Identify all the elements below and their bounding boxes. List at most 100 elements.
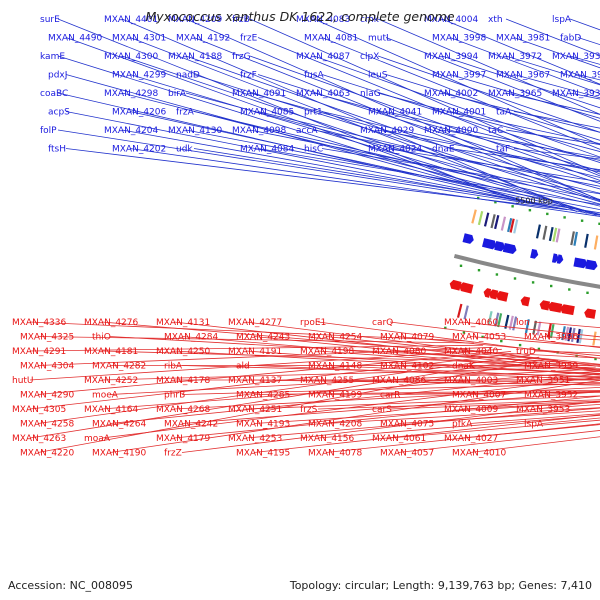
forward-gene-label: MXAN_4001 (432, 108, 486, 118)
reverse-feature-band (532, 320, 538, 335)
forward-gene-label: birA (168, 89, 187, 99)
forward-gene-label: cmk (360, 15, 380, 25)
label-connector (449, 111, 600, 145)
gc-marker (556, 351, 559, 354)
gc-marker (495, 273, 499, 276)
forward-gene-label: dnaE (432, 145, 455, 155)
reverse-gene-label: MXAN_4061 (372, 434, 426, 444)
label-connector (173, 386, 600, 410)
reverse-gene-label: MXAN_4290 (20, 391, 74, 401)
label-connector (253, 414, 600, 453)
reverse-gene-arrow (584, 308, 596, 319)
label-connector (121, 129, 600, 216)
gc-marker (580, 219, 584, 222)
label-connector (317, 321, 600, 359)
label-connector (129, 111, 600, 215)
forward-gene-label: taC (488, 126, 503, 136)
label-connector (441, 92, 600, 133)
gc-marker (481, 335, 484, 339)
reverse-gene-label: MXAN_4179 (156, 434, 210, 444)
forward-gene-label: coaBC (40, 89, 68, 99)
reverse-gene-label: truD (516, 347, 536, 357)
forward-gene-label: folP (40, 126, 57, 136)
reverse-gene-label: MXAN_4053 (452, 333, 506, 343)
label-connector (385, 37, 600, 122)
label-connector (469, 365, 600, 370)
reverse-gene-label: ald (236, 362, 250, 372)
label-connectors (29, 18, 600, 453)
forward-gene-label: mutL (368, 34, 391, 44)
label-connector (325, 391, 600, 395)
label-connector (441, 18, 600, 85)
reverse-gene-label: MXAN_4304 (20, 362, 74, 372)
reverse-gene-label: MXAN_4075 (380, 420, 434, 430)
reverse-gene-label: MXAN_4080 (372, 347, 426, 357)
label-connector (325, 407, 600, 424)
forward-gene-label: MXAN_4085 (240, 108, 294, 118)
reverse-gene-label: MXAN_4263 (12, 434, 66, 444)
label-connector (461, 424, 600, 439)
label-connector (461, 350, 600, 359)
label-connector (185, 129, 600, 211)
label-connector (193, 37, 600, 201)
reverse-gene-label: hutU (12, 376, 34, 386)
reverse-gene-label: MXAN_3952 (524, 391, 578, 401)
forward-gene-label: MXAN_4204 (104, 126, 158, 136)
gc-marker (550, 284, 553, 288)
reverse-gene-label: MXAN_4131 (156, 318, 210, 328)
reverse-gene-label: MXAN_4258 (20, 420, 74, 430)
forward-feature-band (509, 218, 515, 233)
label-connector (129, 37, 587, 214)
reverse-gene-label: MXAN_4220 (20, 449, 74, 459)
reverse-feature-band (576, 328, 581, 343)
feature-tracks (444, 196, 600, 361)
forward-gene-label: MXAN_4490 (48, 34, 102, 44)
forward-gene-label: MXAN_3998 (432, 34, 486, 44)
reverse-feature-band (578, 329, 584, 344)
topology-summary: Topology: circular; Length: 9,139,763 bp… (289, 579, 592, 592)
reverse-gene-label: MXAN_4193 (236, 420, 290, 430)
forward-feature-band (548, 226, 554, 242)
label-connector (385, 111, 600, 161)
reverse-gene-label: MXAN_4282 (92, 362, 146, 372)
forward-gene-arrow (482, 238, 497, 250)
gene-labels: surE MXAN_4490 kamE pdxJ coaBC acpS folP ftsH MX… (12, 15, 600, 459)
forward-feature-band (513, 219, 519, 234)
forward-feature-band (471, 209, 477, 224)
forward-feature-band (477, 211, 484, 226)
forward-gene-label: fusA (304, 71, 325, 81)
forward-gene-label: MXAN_4206 (112, 108, 166, 118)
forward-feature-band (555, 228, 561, 243)
reverse-gene-label: MXAN_4336 (12, 318, 66, 328)
label-connector (257, 148, 600, 206)
label-connector (321, 148, 600, 195)
label-connector (449, 148, 600, 171)
reverse-feature-band (592, 331, 597, 346)
reverse-gene-label: lspA (524, 420, 544, 430)
forward-feature-band (535, 224, 541, 239)
label-connector (57, 129, 558, 209)
forward-gene-label: MXAN_4002 (424, 89, 478, 99)
reverse-gene-label: MXAN_4003 (444, 376, 498, 386)
label-connector (317, 350, 600, 372)
label-connector (129, 74, 600, 216)
forward-gene-arrow (494, 240, 505, 252)
label-connector (469, 336, 600, 348)
label-connector (37, 351, 512, 395)
forward-gene-label: MXAN_3997 (432, 71, 486, 81)
label-connector (181, 365, 600, 378)
reverse-gene-label: carS (372, 405, 392, 415)
reverse-gene-label: MXAN_4191 (228, 347, 282, 357)
label-connector (441, 55, 600, 109)
reverse-gene-label: MXAN_3951 (516, 376, 570, 386)
label-connector (397, 365, 600, 374)
label-connector (37, 346, 493, 366)
scale-label: 5500 kbp (515, 197, 553, 206)
forward-gene-label: MXAN_4087 (296, 52, 350, 62)
reverse-gene-label: thiO (92, 333, 111, 343)
forward-gene-arrow (585, 259, 598, 271)
map-title: Myxococcus xanthus DK 1622, complete gen… (145, 9, 455, 24)
gc-marker (531, 281, 535, 284)
reverse-gene-label: moaA (84, 434, 111, 444)
forward-gene-label: MXAN_4000 (424, 126, 478, 136)
